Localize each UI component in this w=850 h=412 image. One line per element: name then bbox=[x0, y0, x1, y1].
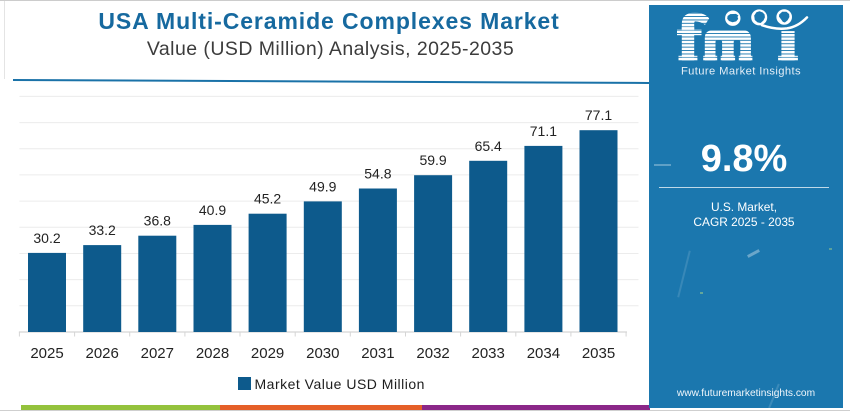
svg-text:2028: 2028 bbox=[196, 345, 229, 362]
svg-text:77.1: 77.1 bbox=[585, 107, 612, 123]
svg-text:54.8: 54.8 bbox=[364, 166, 391, 182]
svg-text:71.1: 71.1 bbox=[530, 123, 557, 139]
svg-text:65.4: 65.4 bbox=[475, 138, 502, 154]
svg-text:36.8: 36.8 bbox=[144, 213, 171, 229]
svg-text:2030: 2030 bbox=[306, 345, 339, 362]
svg-text:45.2: 45.2 bbox=[254, 191, 281, 207]
svg-text:2029: 2029 bbox=[251, 345, 284, 362]
svg-text:2031: 2031 bbox=[361, 345, 394, 362]
svg-text:49.9: 49.9 bbox=[309, 178, 336, 194]
svg-text:2033: 2033 bbox=[472, 345, 505, 362]
svg-text:2032: 2032 bbox=[416, 345, 449, 362]
svg-text:2034: 2034 bbox=[527, 345, 560, 362]
svg-text:33.2: 33.2 bbox=[89, 222, 116, 238]
svg-text:30.2: 30.2 bbox=[33, 230, 60, 246]
svg-text:2026: 2026 bbox=[86, 345, 119, 362]
svg-text:2035: 2035 bbox=[582, 345, 615, 362]
svg-text:2027: 2027 bbox=[141, 345, 174, 362]
svg-text:2025: 2025 bbox=[30, 345, 63, 362]
svg-text:40.9: 40.9 bbox=[199, 202, 226, 218]
svg-text:59.9: 59.9 bbox=[419, 152, 446, 168]
svg-text:Future Market Insights: Future Market Insights bbox=[681, 66, 801, 78]
